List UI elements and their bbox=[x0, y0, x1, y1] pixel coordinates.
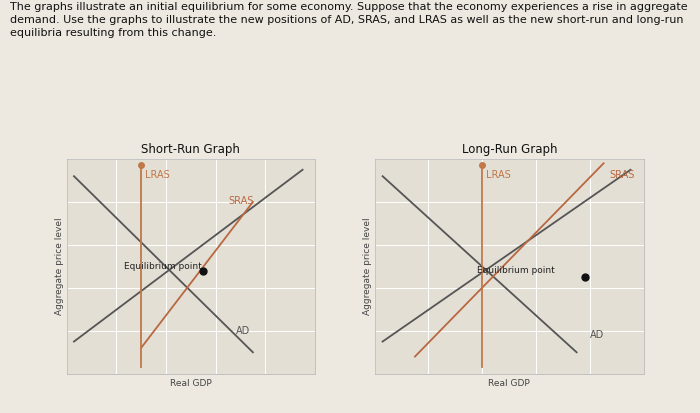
Text: AD: AD bbox=[235, 326, 250, 336]
Text: Equilibrium point: Equilibrium point bbox=[477, 266, 554, 275]
Title: Short-Run Graph: Short-Run Graph bbox=[141, 143, 240, 157]
X-axis label: Real GDP: Real GDP bbox=[489, 379, 530, 388]
Title: Long-Run Graph: Long-Run Graph bbox=[461, 143, 557, 157]
Y-axis label: Aggregate price level: Aggregate price level bbox=[55, 218, 64, 315]
Text: The graphs illustrate an initial equilibrium for some economy. Suppose that the : The graphs illustrate an initial equilib… bbox=[10, 2, 688, 38]
Text: AD: AD bbox=[590, 330, 604, 340]
Text: LRAS: LRAS bbox=[486, 170, 511, 180]
Text: SRAS: SRAS bbox=[609, 170, 634, 180]
Text: Equilibrium point: Equilibrium point bbox=[124, 261, 202, 271]
Text: SRAS: SRAS bbox=[228, 196, 253, 206]
Text: LRAS: LRAS bbox=[145, 170, 169, 180]
Y-axis label: Aggregate price level: Aggregate price level bbox=[363, 218, 372, 315]
X-axis label: Real GDP: Real GDP bbox=[170, 379, 211, 388]
